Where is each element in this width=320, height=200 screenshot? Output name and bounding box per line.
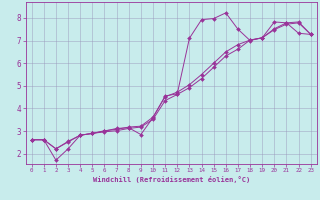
X-axis label: Windchill (Refroidissement éolien,°C): Windchill (Refroidissement éolien,°C) xyxy=(92,176,250,183)
